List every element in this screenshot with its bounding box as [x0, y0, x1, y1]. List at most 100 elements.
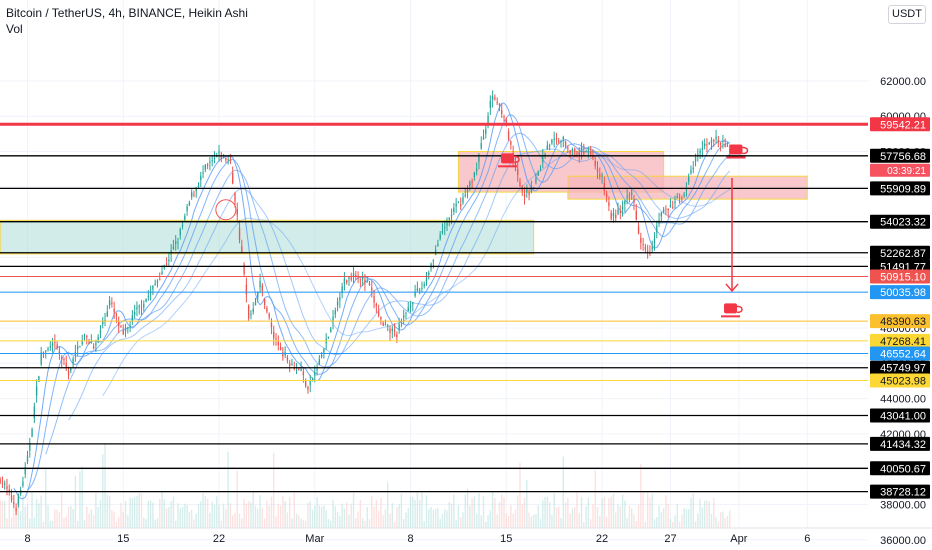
volume-bar	[665, 495, 667, 528]
volume-bar	[469, 505, 471, 528]
volume-bar	[113, 511, 115, 528]
candle-body	[51, 343, 54, 346]
volume-bar	[674, 515, 676, 528]
volume-indicator-label[interactable]: Vol	[6, 22, 23, 36]
candle-body	[706, 143, 708, 146]
volume-bar	[526, 480, 528, 528]
candle-body	[487, 115, 489, 123]
volume-bar	[76, 520, 79, 528]
volume-bar	[409, 496, 412, 528]
volume-bar	[633, 514, 635, 528]
candle-body	[161, 271, 163, 275]
candle-body	[254, 301, 257, 306]
volume-bar	[10, 517, 13, 528]
candle-body	[229, 159, 232, 161]
volume-bar	[83, 520, 86, 528]
volume-bar	[713, 497, 715, 528]
volume-bar	[145, 519, 147, 528]
volume-bar	[521, 504, 523, 528]
volume-bar	[127, 515, 129, 528]
volume-bar	[190, 510, 193, 528]
volume-bar	[414, 499, 416, 528]
volume-bar	[227, 451, 229, 528]
candle-body	[446, 223, 448, 226]
volume-bar	[140, 493, 143, 528]
candle-body	[450, 214, 453, 217]
candle-body	[708, 142, 710, 144]
candle-body	[179, 229, 181, 236]
price-tick-label: 44000.00	[880, 394, 926, 406]
volume-bar	[569, 513, 571, 528]
volume-bar	[464, 494, 466, 528]
volume-bar	[252, 492, 254, 528]
volume-bar	[496, 514, 498, 528]
candle-body	[204, 164, 207, 170]
volume-bar	[396, 507, 398, 528]
volume-bar	[204, 496, 207, 528]
currency-button[interactable]: USDT	[888, 5, 926, 24]
price-tag-label: 57756.68	[880, 151, 926, 163]
volume-bar	[92, 514, 95, 528]
candle-body	[517, 168, 519, 175]
candle-body	[667, 209, 669, 211]
volume-bar	[503, 497, 505, 528]
candle-body	[38, 376, 40, 382]
volume-bar	[640, 463, 642, 528]
volume-bar	[143, 517, 145, 528]
candle-body	[414, 291, 416, 297]
volume-bar	[519, 462, 521, 528]
candle-body	[225, 157, 227, 160]
volume-bar	[457, 505, 460, 528]
time-tick-label: 15	[117, 533, 129, 545]
candle-body	[715, 136, 717, 140]
candle-body	[97, 336, 99, 340]
volume-bar	[580, 497, 583, 528]
candle-body	[571, 149, 574, 151]
candle-body	[491, 96, 494, 100]
volume-bar	[229, 503, 232, 528]
volume-bar	[172, 496, 175, 528]
candle-body	[29, 444, 31, 451]
candle-body	[188, 202, 191, 206]
candle-body	[498, 103, 501, 106]
volume-bar	[163, 499, 165, 528]
volume-bar	[498, 502, 501, 528]
volume-bar	[418, 499, 421, 528]
candle-body	[279, 346, 282, 351]
candle-body	[49, 346, 51, 348]
volume-bar	[617, 504, 619, 528]
time-tick-label: 8	[407, 533, 413, 545]
candle-body	[104, 319, 106, 321]
volume-bar	[352, 493, 355, 528]
volume-bar	[653, 519, 656, 528]
candle-body	[583, 151, 585, 154]
candle-body	[688, 176, 690, 182]
candle-body	[120, 326, 122, 328]
time-tick-label: 8	[24, 533, 30, 545]
volume-bar	[289, 497, 291, 528]
volume-bar	[421, 492, 423, 528]
volume-bar	[40, 495, 42, 528]
volume-bar	[619, 506, 621, 528]
volume-bar	[631, 508, 633, 528]
candle-body	[13, 502, 15, 504]
candle-body	[22, 481, 24, 486]
volume-bar	[307, 503, 309, 528]
volume-bar	[567, 497, 569, 528]
candle-body	[259, 280, 261, 288]
volume-bar	[466, 488, 469, 528]
candle-body	[152, 285, 154, 290]
candle-body	[428, 272, 430, 275]
volume-bar	[314, 505, 316, 528]
volume-bar	[562, 456, 564, 528]
volume-bar	[708, 501, 710, 528]
volume-bar	[391, 503, 393, 528]
volume-bar	[389, 513, 391, 528]
candle-body	[580, 147, 583, 152]
volume-bar	[371, 496, 373, 528]
candle-body	[724, 144, 726, 147]
candle-body	[569, 150, 571, 154]
volume-bar	[612, 493, 615, 528]
candle-body	[54, 341, 56, 343]
